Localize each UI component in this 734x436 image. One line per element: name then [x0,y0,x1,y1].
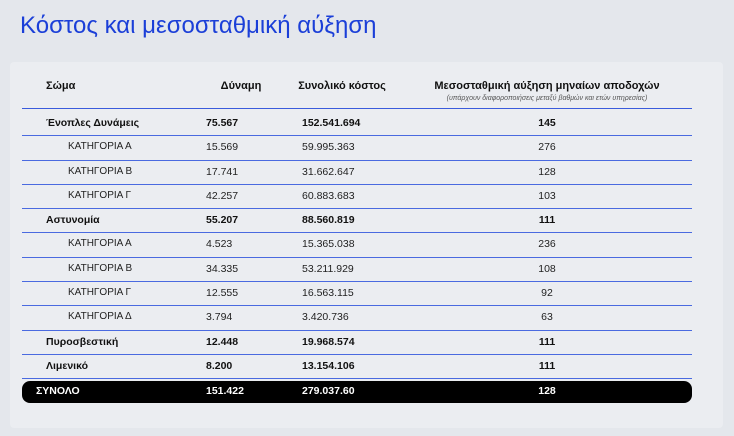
row-increase: 236 [538,238,556,251]
row-label: ΚΑΤΗΓΟΡΙΑ Δ [68,311,132,323]
row-label: Αστυνομία [46,214,100,227]
row-cost: 31.662.647 [302,165,355,178]
total-row: ΣΥΝΟΛΟ 151.422 279.037.60 128 [22,381,692,404]
row-label: ΚΑΤΗΓΟΡΙΑ Γ [68,287,132,299]
table-row: ΚΑΤΗΓΟΡΙΑ Α 15.569 59.995.363 276 [22,136,692,161]
table-row: ΚΑΤΗΓΟΡΙΑ Γ 12.555 16.563.115 92 [22,282,692,307]
page-title: Κόστος και μεσοσταθμική αύξηση [20,12,377,39]
row-label: ΚΑΤΗΓΟΡΙΑ Γ [68,189,132,201]
row-strength: 151.422 [206,385,244,398]
table-panel [10,62,723,428]
header-avg-increase-note: (υπάρχουν διαφοροποιήσεις μεταξύ βαθμών … [446,95,648,102]
row-cost: 279.037.60 [302,385,355,398]
row-strength: 17.741 [206,165,239,178]
row-strength: 3.794 [206,311,233,324]
row-cost: 15.365.038 [302,238,355,251]
row-increase: 111 [538,335,556,348]
table-row: ΚΑΤΗΓΟΡΙΑ Β 34.335 53.211.929 108 [22,258,692,283]
row-increase: 111 [538,359,556,372]
row-increase: 103 [538,189,556,202]
row-cost: 88.560.819 [302,214,355,227]
row-label: ΚΑΤΗΓΟΡΙΑ Β [68,165,133,177]
table-row: Πυροσβεστική 12.448 19.968.574 111 [22,331,692,355]
row-increase: 276 [538,141,556,154]
table-row: ΚΑΤΗΓΟΡΙΑ Β 17.741 31.662.647 128 [22,161,692,185]
row-label: Λιμενικό [46,359,89,372]
row-strength: 4.523 [206,238,233,251]
header-strength: Δύναμη [220,80,262,92]
header-avg-increase: Μεσοσταθμική αύξηση μηναίων αποδοχών [434,80,660,92]
header-body: Σώμα [46,80,76,92]
row-increase: 128 [538,385,556,398]
header-total-cost: Συνολικό κόστος [298,80,386,92]
row-increase: 63 [541,311,553,324]
row-strength: 8.200 [206,359,233,372]
cost-table: Σώμα Δύναμη Συνολικό κόστος Μεσοσταθμική… [22,68,692,404]
row-label: ΚΑΤΗΓΟΡΙΑ Α [68,141,132,153]
table-row: ΚΑΤΗΓΟΡΙΑ Γ 42.257 60.883.683 103 [22,185,692,210]
row-strength: 55.207 [206,214,239,227]
row-cost: 3.420.736 [302,311,349,324]
row-cost: 60.883.683 [302,189,355,202]
row-increase: 128 [538,165,556,178]
row-strength: 15.569 [206,141,239,154]
table-header: Σώμα Δύναμη Συνολικό κόστος Μεσοσταθμική… [22,68,692,109]
table-row: Αστυνομία 55.207 88.560.819 111 [22,209,692,234]
row-strength: 34.335 [206,262,239,275]
row-cost: 53.211.929 [302,262,354,275]
row-cost: 59.995.363 [302,141,355,154]
table-row: Ένοπλες Δυνάμεις 75.567 152.541.694 145 [22,112,692,137]
row-label: ΚΑΤΗΓΟΡΙΑ Β [68,262,133,274]
row-strength: 42.257 [206,189,239,202]
table-row: Λιμενικό 8.200 13.154.106 111 [22,355,692,380]
table-row: ΚΑΤΗΓΟΡΙΑ Δ 3.794 3.420.736 63 [22,306,692,331]
row-cost: 16.563.115 [302,287,354,300]
row-increase: 92 [541,287,553,300]
row-increase: 111 [538,214,556,227]
row-cost: 13.154.106 [302,359,355,372]
row-strength: 12.448 [206,335,239,348]
table-row: ΚΑΤΗΓΟΡΙΑ Α 4.523 15.365.038 236 [22,233,692,258]
row-strength: 75.567 [206,117,239,129]
row-label: ΚΑΤΗΓΟΡΙΑ Α [68,238,132,250]
row-label: Πυροσβεστική [46,335,119,348]
row-strength: 12.555 [206,287,239,300]
row-cost: 19.968.574 [302,335,355,348]
row-cost: 152.541.694 [302,117,361,129]
row-increase: 145 [538,117,556,129]
table-body: Ένοπλες Δυνάμεις 75.567 152.541.694 145 ΚΑΤΗ… [22,112,692,404]
row-increase: 108 [538,262,556,275]
row-label: ΣΥΝΟΛΟ [36,385,80,398]
row-label: Ένοπλες Δυνάμεις [46,117,140,129]
